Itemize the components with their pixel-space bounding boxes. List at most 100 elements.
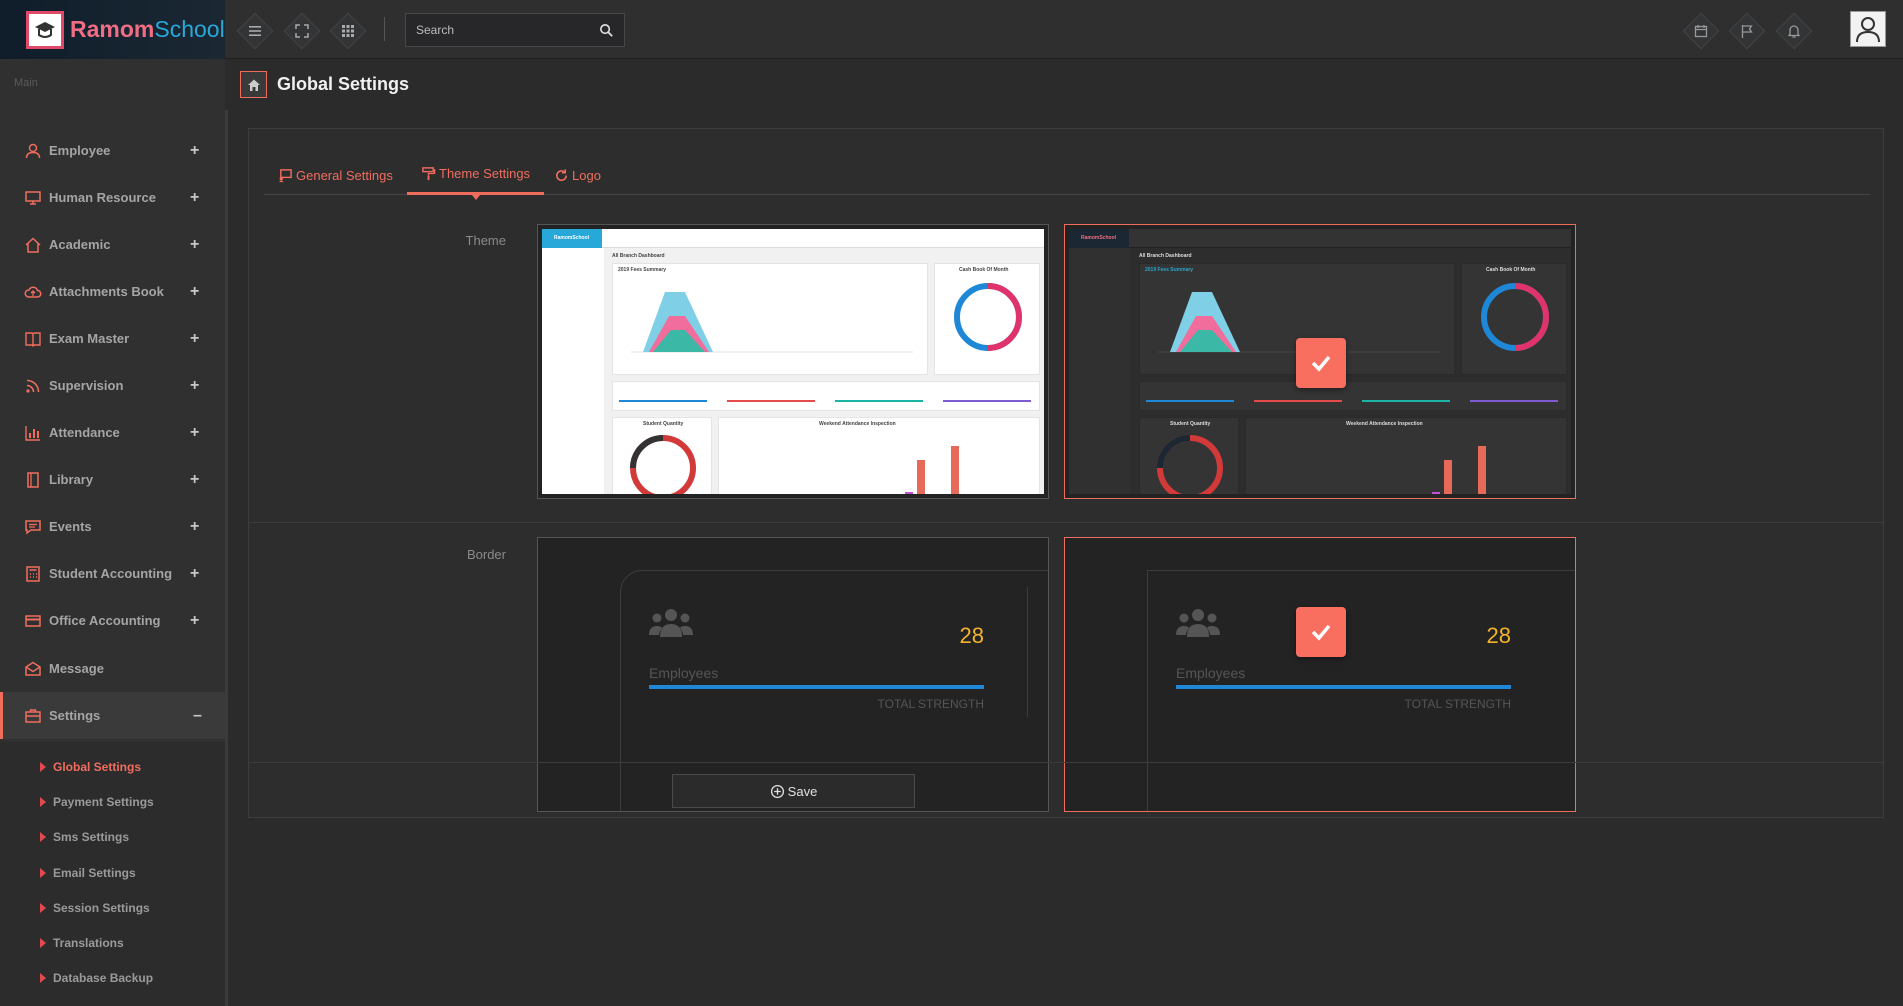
- theme-option-light[interactable]: RamomSchool All Branch Dashboard 2019 Fe…: [537, 224, 1049, 499]
- expand-plus-icon: +: [190, 329, 200, 347]
- credit-card-icon: [25, 614, 41, 627]
- sidebar-item-attendance[interactable]: Attendance +: [0, 409, 225, 456]
- tab-theme-settings[interactable]: Theme Settings: [407, 155, 545, 200]
- envelope-icon: [25, 661, 41, 676]
- submenu-global-settings[interactable]: Global Settings: [0, 752, 225, 782]
- expand-plus-icon: +: [190, 564, 200, 582]
- preview-quantity-chart: [630, 435, 696, 494]
- brand-area[interactable]: RamomSchool: [0, 0, 225, 59]
- sidebar-item-exam-master[interactable]: Exam Master +: [0, 315, 225, 362]
- submenu-email-settings[interactable]: Email Settings: [0, 858, 225, 888]
- users-icon: [649, 609, 693, 637]
- home-icon: [25, 236, 41, 253]
- sidebar-item-settings[interactable]: Settings –: [0, 692, 225, 739]
- calendar-button[interactable]: [1684, 14, 1718, 48]
- submenu-sms-settings[interactable]: Sms Settings: [0, 822, 225, 852]
- fullscreen-button[interactable]: [285, 14, 319, 48]
- tab-logo[interactable]: Logo: [554, 155, 601, 195]
- bell-icon: [1787, 25, 1801, 38]
- preview-area-chart: [1158, 292, 1440, 353]
- sidebar-item-label: Attachments Book: [49, 284, 164, 299]
- search-icon[interactable]: [599, 23, 614, 38]
- submenu-session-settings[interactable]: Session Settings: [0, 893, 225, 923]
- tab-general-settings[interactable]: General Settings: [278, 155, 393, 195]
- preview-brand: [542, 229, 602, 248]
- flag-button[interactable]: [1730, 14, 1764, 48]
- sidebar-item-label: Human Resource: [49, 190, 156, 205]
- expand-plus-icon: +: [190, 611, 200, 629]
- save-button-label: Save: [787, 783, 818, 799]
- preview-bar-chart: [1432, 446, 1486, 494]
- preview-stats-card: [612, 381, 1040, 411]
- preview-quantity-card: Student Quantity: [1139, 417, 1239, 494]
- user-icon: [25, 143, 41, 158]
- sidebar-item-label: Message: [49, 661, 104, 676]
- sidebar-item-label: Office Accounting: [49, 613, 161, 628]
- graduation-cap-icon: [26, 10, 64, 49]
- user-avatar[interactable]: [1850, 11, 1886, 47]
- selected-check-icon: [1296, 607, 1346, 657]
- tab-label: Logo: [572, 167, 601, 183]
- apps-button[interactable]: [331, 14, 365, 48]
- sidebar-item-student-accounting[interactable]: Student Accounting +: [0, 550, 225, 597]
- search-input[interactable]: [416, 23, 599, 37]
- sidebar-item-attachments-book[interactable]: Attachments Book +: [0, 268, 225, 315]
- preview-cashbook-title: Cash Book Of Month: [959, 267, 1009, 273]
- calendar-icon: [1694, 25, 1708, 38]
- sidebar-item-library[interactable]: Library +: [0, 456, 225, 503]
- expand-plus-icon: +: [190, 188, 200, 206]
- row-separator: [250, 762, 1884, 763]
- tab-label: Theme Settings: [439, 166, 531, 181]
- menu-toggle-button[interactable]: [238, 14, 272, 48]
- submenu-database-backup[interactable]: Database Backup: [0, 963, 225, 993]
- sidebar-item-events[interactable]: Events +: [0, 503, 225, 550]
- sidebar-item-message[interactable]: Message: [0, 645, 225, 692]
- preview-attendance-title: Weekend Attendance Inspection: [1346, 421, 1423, 427]
- preview-fees-title: 2019 Fees Summary: [618, 267, 667, 273]
- preview-quantity-chart: [1157, 435, 1223, 494]
- preview-dashboard-title: All Branch Dashboard: [1139, 253, 1192, 259]
- users-icon: [1176, 609, 1220, 637]
- sidebar-item-label: Student Accounting: [49, 566, 173, 581]
- preview-stats-card: [1139, 381, 1567, 411]
- preview-bar-chart: [905, 446, 959, 494]
- briefcase-icon: [25, 708, 41, 723]
- comment-icon: [25, 519, 41, 534]
- sidebar-item-label: Employee: [49, 143, 111, 158]
- preview-dashboard-title: All Branch Dashboard: [612, 253, 665, 259]
- expand-plus-icon: +: [190, 141, 200, 159]
- preview-cashbook-title: Cash Book Of Month: [1486, 267, 1536, 273]
- chalkboard-icon: [278, 168, 292, 182]
- page-title: Global Settings: [277, 74, 410, 94]
- sidebar-scrollbar[interactable]: [225, 110, 228, 1006]
- save-button[interactable]: Save: [672, 774, 915, 808]
- border-option-square[interactable]: 28 Employees TOTAL STRENGTH: [1064, 537, 1576, 812]
- strength-bar: [649, 685, 984, 689]
- submenu-translations[interactable]: Translations: [0, 928, 225, 958]
- expand-plus-icon: +: [190, 517, 200, 535]
- theme-option-dark[interactable]: RamomSchool All Branch Dashboard 2019 Fe…: [1064, 224, 1576, 499]
- notifications-button[interactable]: [1777, 14, 1811, 48]
- sidebar-item-employee[interactable]: Employee +: [0, 127, 225, 174]
- sidebar-item-supervision[interactable]: Supervision +: [0, 362, 225, 409]
- toolbar-divider: [384, 17, 385, 41]
- border-option-rounded[interactable]: 28 Employees TOTAL STRENGTH: [537, 537, 1049, 812]
- preview-attendance-card: Weekend Attendance Inspection: [718, 417, 1040, 494]
- expand-plus-icon: +: [190, 376, 200, 394]
- expand-plus-icon: +: [190, 235, 200, 253]
- grid-icon: [342, 25, 354, 37]
- sidebar-item-label: Supervision: [49, 378, 124, 393]
- search-box: [405, 13, 625, 47]
- preview-attendance-title: Weekend Attendance Inspection: [819, 421, 896, 427]
- home-button[interactable]: [240, 71, 267, 98]
- sidebar-item-office-accounting[interactable]: Office Accounting +: [0, 597, 225, 644]
- library-icon: [27, 471, 39, 488]
- sidebar-item-human-resource[interactable]: Human Resource +: [0, 174, 225, 221]
- preview-quantity-card: Student Quantity: [612, 417, 712, 494]
- brand-part2: School: [154, 16, 225, 42]
- preview-donut-chart: [1481, 283, 1549, 351]
- preview-cashbook-card: Cash Book Of Month: [934, 263, 1040, 375]
- sidebar-item-academic[interactable]: Academic +: [0, 221, 225, 268]
- preview-sidebar: [1069, 248, 1131, 494]
- submenu-payment-settings[interactable]: Payment Settings: [0, 787, 225, 817]
